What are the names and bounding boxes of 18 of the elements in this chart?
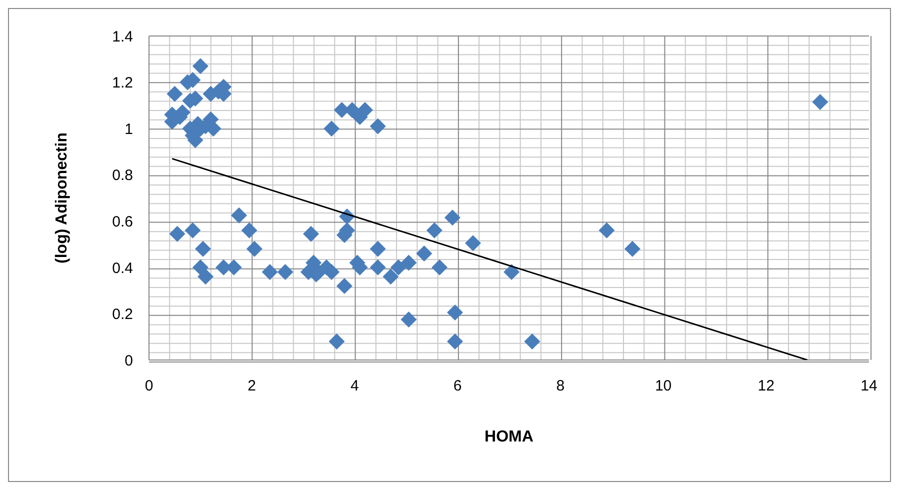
y-axis-title: (log) Adiponectin — [54, 132, 71, 264]
y-tick-label: 1 — [124, 120, 133, 138]
x-tick-label: 4 — [350, 378, 359, 395]
x-tick-label: 12 — [758, 378, 774, 395]
x-tick-label: 10 — [654, 378, 672, 395]
x-tick-label: 8 — [556, 378, 565, 395]
x-tick-label: 14 — [860, 378, 878, 395]
x-axis-title: HOMA — [484, 428, 534, 446]
y-tick-label: 0.8 — [112, 167, 133, 184]
x-tick-label: 6 — [453, 378, 462, 395]
y-tick-label: 0.2 — [112, 306, 133, 324]
y-tick-label: 0 — [124, 352, 133, 370]
y-tick-label: 1.2 — [112, 74, 133, 92]
x-tick-label: 0 — [144, 378, 154, 395]
y-tick-label: 1.4 — [112, 28, 133, 46]
y-tick-label: 0.6 — [112, 213, 133, 230]
x-tick-label: 2 — [248, 378, 256, 395]
y-tick-label: 0.4 — [112, 260, 133, 277]
